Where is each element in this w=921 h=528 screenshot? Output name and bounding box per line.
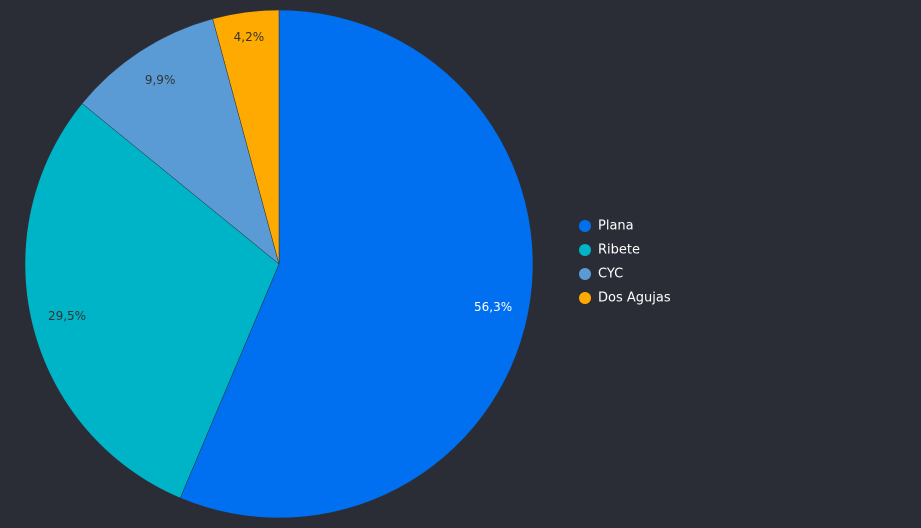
pie-slice	[212, 9, 280, 265]
value-label: 9,9%	[145, 73, 176, 87]
legend-marker	[579, 292, 591, 304]
legend-marker	[579, 244, 591, 256]
legend-marker	[579, 268, 591, 280]
value-label: 4,2%	[234, 30, 265, 44]
legend-marker	[579, 220, 591, 232]
legend-text: CYC	[598, 267, 623, 282]
pie-slice	[81, 18, 280, 265]
legend-text: Plana	[598, 219, 634, 234]
legend-text: Dos Agujas	[598, 291, 671, 306]
pie-slice	[24, 103, 280, 499]
value-label: 56,3%	[474, 300, 512, 314]
value-label: 29,5%	[48, 309, 86, 323]
legend-text: Ribete	[598, 243, 640, 258]
pie-slice	[179, 9, 534, 519]
